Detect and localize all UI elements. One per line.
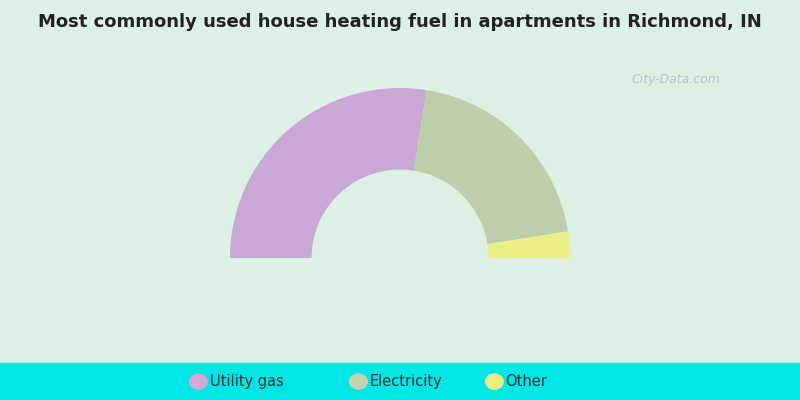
- Polygon shape: [414, 90, 568, 244]
- Text: Electricity: Electricity: [370, 374, 442, 389]
- Ellipse shape: [190, 374, 207, 389]
- Text: Most commonly used house heating fuel in apartments in Richmond, IN: Most commonly used house heating fuel in…: [38, 13, 762, 31]
- Text: City-Data.com: City-Data.com: [631, 74, 721, 86]
- Polygon shape: [487, 232, 570, 258]
- Ellipse shape: [350, 374, 367, 389]
- Text: Utility gas: Utility gas: [210, 374, 283, 389]
- Polygon shape: [230, 88, 426, 258]
- Bar: [0, 363, 800, 400]
- Ellipse shape: [486, 374, 503, 389]
- Text: Other: Other: [506, 374, 547, 389]
